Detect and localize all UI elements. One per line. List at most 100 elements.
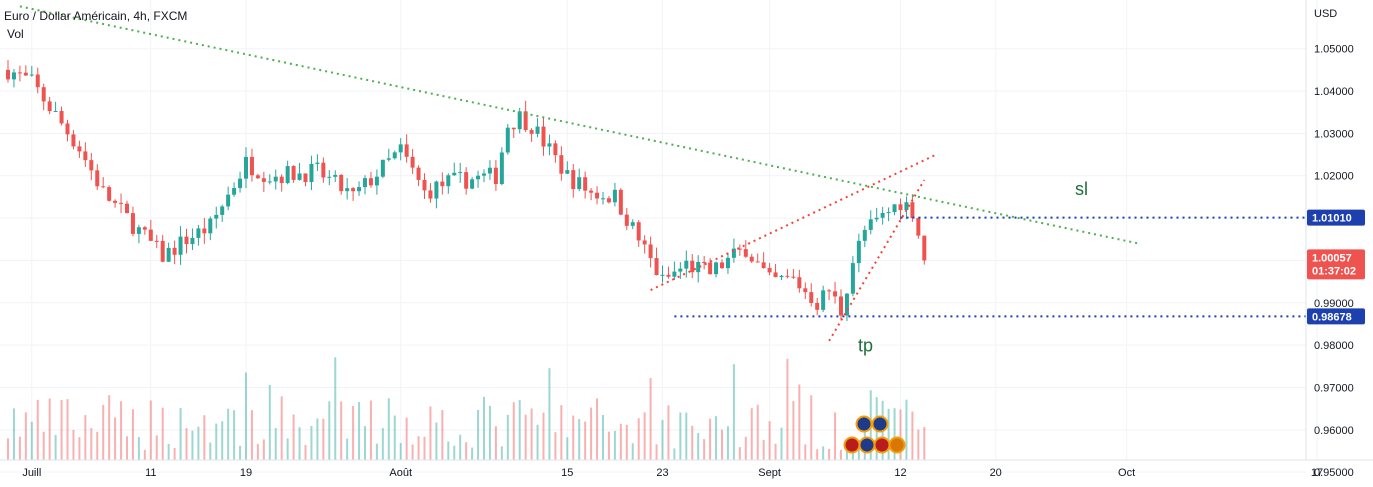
volume-bar (828, 448, 831, 460)
candle-body (874, 217, 879, 220)
candle-body (696, 261, 701, 273)
candle-body (11, 72, 16, 80)
candle-body (422, 179, 427, 191)
time-tick-label: 19 (240, 467, 252, 479)
volume-bar (358, 402, 361, 460)
candle-body (898, 204, 903, 211)
volume-bar (316, 418, 319, 460)
volume-bar (447, 441, 450, 460)
volume-bar (12, 408, 15, 460)
volume-bar (691, 425, 694, 460)
price-tick-label: 0.98000 (1314, 340, 1354, 352)
volume-bar (750, 408, 753, 460)
candle-body (35, 74, 40, 88)
candle-body (136, 227, 141, 234)
price-axis[interactable]: USD 1.050001.040001.030001.020001.010001… (1314, 8, 1354, 479)
volume-bar (185, 428, 188, 460)
volume-bar (96, 431, 99, 460)
volume-bar (834, 412, 837, 460)
eu-flag-icon[interactable] (871, 415, 889, 433)
candle-body (618, 189, 623, 215)
price-tick-label: 0.95000 (1314, 467, 1354, 479)
drawings: sl tp (19, 5, 1306, 355)
volume-bar (744, 436, 747, 460)
candle-body (386, 158, 391, 160)
volume-bar (423, 436, 426, 460)
legend[interactable]: Euro / Dollar Américain, 4h, FXCM Vol (4, 9, 187, 41)
volume-bar (155, 435, 158, 460)
symbol-title: Euro / Dollar Américain, 4h, FXCM (4, 9, 187, 23)
volume-bar (286, 438, 289, 460)
candle-body (315, 162, 320, 164)
tp-price-tag-bg (1307, 308, 1365, 325)
tp-price-tag-text: 0.98678 (1312, 311, 1352, 323)
candle-body (238, 178, 243, 189)
candle-body (684, 260, 689, 269)
volume-bar (411, 444, 414, 460)
candle-body (583, 177, 588, 191)
volume-bar (471, 447, 474, 460)
candle-body (565, 170, 570, 174)
candle-body (571, 170, 576, 190)
volume-bar (108, 395, 111, 460)
volume-bar (768, 421, 771, 460)
us-flag-icon[interactable] (843, 436, 861, 454)
candle-body (142, 227, 147, 230)
volume-bar (173, 447, 176, 460)
volume-bar (459, 434, 462, 460)
volume-bar (352, 405, 355, 460)
volume-bar (512, 402, 515, 460)
eu-flag-icon[interactable] (855, 415, 873, 433)
volume-bar (48, 398, 51, 460)
candle-body (339, 174, 344, 192)
candle-body (89, 160, 94, 171)
volume-bar (661, 419, 664, 460)
candle-body (737, 248, 742, 250)
time-axis[interactable]: Juill1119Août1523Sept1220Oct1715:00 (22, 467, 1373, 479)
candle-body (601, 198, 605, 200)
candle-body (345, 188, 350, 192)
note-tp: tp (858, 335, 873, 355)
candle-body (511, 127, 516, 130)
volume-bar (322, 418, 325, 460)
volume-bar (774, 443, 777, 460)
volume-bar (542, 412, 545, 460)
coin-icon[interactable] (888, 436, 906, 454)
candle-body (624, 214, 629, 226)
candle-body (589, 190, 594, 193)
candle-body (559, 155, 564, 174)
volume-bar (131, 409, 134, 460)
volume-bar (167, 443, 170, 460)
event-icons[interactable] (843, 415, 906, 454)
volume-bar (161, 407, 164, 460)
price-tick-label: 1.05000 (1314, 44, 1354, 56)
volume-bar (149, 400, 152, 460)
candle-body (226, 194, 231, 207)
candle-body (743, 249, 748, 257)
volume-bar (923, 427, 926, 460)
candle-body (541, 126, 546, 147)
volume-bar (578, 419, 581, 460)
eu-flag-icon[interactable] (858, 436, 876, 454)
candle-body (249, 156, 254, 176)
volume-bar (506, 414, 509, 460)
candle-body (291, 166, 296, 180)
volume-bar (536, 424, 539, 460)
us-flag-icon[interactable] (873, 436, 891, 454)
candle-body (720, 262, 724, 269)
candle-body (23, 72, 28, 76)
candle-body (791, 276, 796, 278)
candle-body (470, 179, 475, 189)
volume-bar (840, 449, 842, 460)
candle-body (380, 159, 385, 177)
volume-bar (292, 414, 295, 460)
candle-body (833, 291, 838, 297)
candle-body (244, 156, 248, 179)
price-tick-label: 0.99000 (1314, 298, 1354, 310)
candle-body (827, 290, 832, 292)
volume-bar (262, 439, 265, 460)
candle-body (678, 268, 683, 272)
candle-body (351, 188, 356, 192)
volume-bar (685, 412, 688, 460)
